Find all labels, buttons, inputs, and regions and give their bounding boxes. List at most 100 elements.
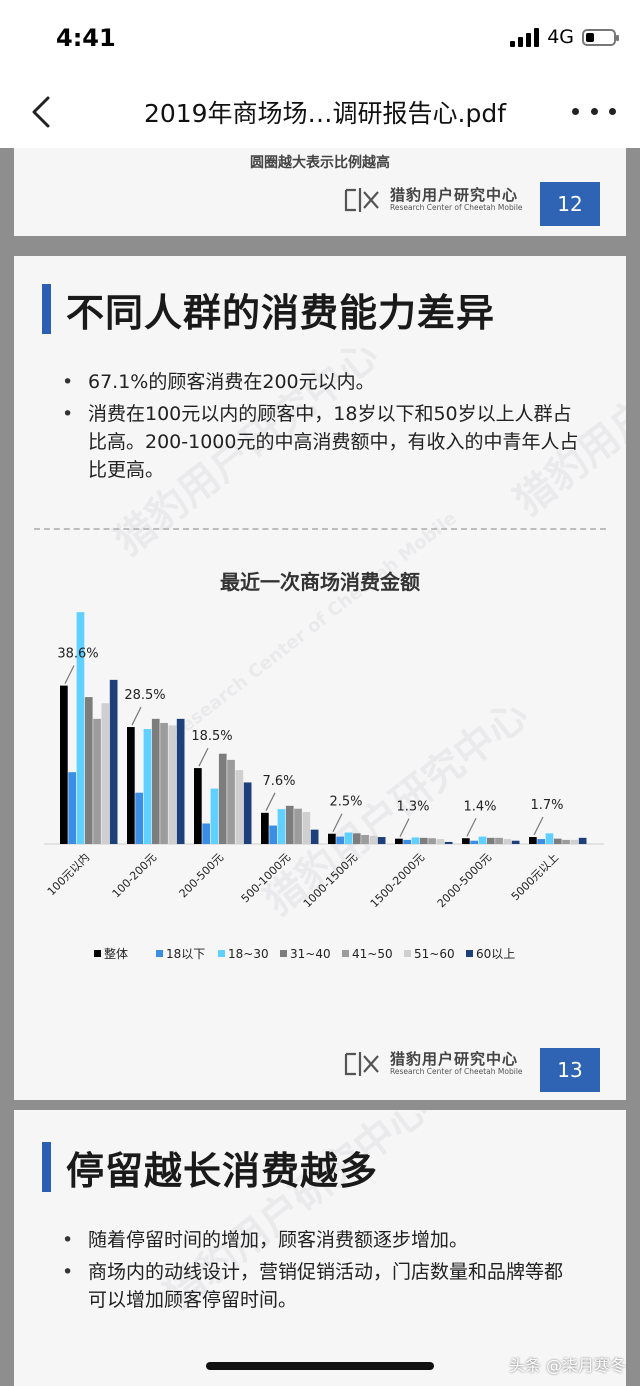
brand-name-en: Research Center of Cheetah Mobile xyxy=(390,1067,523,1076)
bar-7-6 xyxy=(444,841,453,844)
status-time: 4:41 xyxy=(56,24,116,52)
data-label-leader xyxy=(399,818,410,837)
bar-1-3 xyxy=(194,768,202,844)
legend-swatch xyxy=(94,950,101,957)
category-label: 500-1000元 xyxy=(239,851,293,905)
data-label: 1.4% xyxy=(463,799,496,814)
slide-12: 圆圈越大表示比例越高 猎豹用户研究中心 Research Center of C… xyxy=(14,148,626,236)
chart-title: 最近一次商场消费金额 xyxy=(220,570,420,594)
bar-2-4 xyxy=(269,825,277,844)
bar-1-2 xyxy=(127,727,135,844)
bar-6-6 xyxy=(436,839,445,844)
bar-6-3 xyxy=(235,770,244,844)
bar-2-8 xyxy=(537,839,545,844)
bar-7-3 xyxy=(243,782,252,844)
bar-7-1 xyxy=(109,679,118,844)
slide-title: 停留越长消费越多 xyxy=(66,1149,379,1193)
bar-3-1 xyxy=(76,612,85,844)
bar-4-6 xyxy=(419,837,428,844)
category-label: 5000元以上 xyxy=(509,851,561,903)
data-label-leader xyxy=(466,817,477,837)
bullet-list: 随着停留时间的增加，顾客消费额逐步增加。 商场内的动线设计，营销促销活动，门店数… xyxy=(60,1226,580,1318)
bar-5-4 xyxy=(294,808,302,844)
bar-2-5 xyxy=(336,836,344,844)
data-label-leader xyxy=(198,747,209,767)
bar-6-7 xyxy=(503,839,512,844)
bar-1-5 xyxy=(328,833,336,844)
bar-7-4 xyxy=(310,829,319,844)
bar-3-4 xyxy=(277,809,286,844)
slide-13: 猎豹用户研究中心 Research Center of Cheetah Mobi… xyxy=(14,256,626,1100)
bar-4-2 xyxy=(151,718,160,844)
data-label-leader xyxy=(265,792,276,812)
back-chevron-icon[interactable] xyxy=(24,92,64,132)
bar-1-8 xyxy=(529,837,537,844)
data-label-leader xyxy=(131,706,142,726)
status-bar: 4:41 4G xyxy=(0,0,640,78)
brand-name: 猎豹用户研究中心 xyxy=(390,1050,519,1068)
legend-swatch xyxy=(466,950,473,957)
data-label: 1.7% xyxy=(530,798,563,813)
bar-5-1 xyxy=(93,718,101,844)
bar-2-3 xyxy=(202,823,210,844)
bar-5-2 xyxy=(160,722,168,844)
legend-swatch xyxy=(218,950,225,957)
legend-label: 31~40 xyxy=(290,947,331,961)
category-label: 100-200元 xyxy=(110,851,159,900)
bar-6-4 xyxy=(302,811,311,844)
bar-2-1 xyxy=(68,772,76,844)
brand-name-en: Research Center of Cheetah Mobile xyxy=(390,203,523,212)
bar-4-4 xyxy=(285,805,294,844)
legend-label: 41~50 xyxy=(352,947,393,961)
bar-2-2 xyxy=(135,792,143,844)
bar-5-3 xyxy=(227,759,235,844)
slide-title: 不同人群的消费能力差异 xyxy=(66,291,496,335)
bullet-item: 商场内的动线设计，营销促销活动，门店数量和品牌等都可以增加顾客停留时间。 xyxy=(60,1258,580,1314)
bar-4-1 xyxy=(84,697,93,844)
legend-label: 51~60 xyxy=(414,947,455,961)
bar-chart: 38.6% 100元以内 28.5% 100-200元 18.5% 200-500元 7.6… xyxy=(44,612,604,961)
bar-2-7 xyxy=(470,840,478,844)
bar-3-5 xyxy=(344,832,353,844)
data-label: 18.5% xyxy=(191,729,232,744)
source-credit: 头条 @柒月寒冬 xyxy=(508,1356,626,1375)
data-label: 1.3% xyxy=(396,800,429,815)
bar-4-8 xyxy=(553,838,562,844)
legend-swatch xyxy=(342,950,349,957)
battery-icon xyxy=(582,28,619,46)
bullet-item: 随着停留时间的增加，顾客消费额逐步增加。 xyxy=(60,1226,580,1254)
pdf-viewer[interactable]: 圆圈越大表示比例越高 猎豹用户研究中心 Research Center of C… xyxy=(0,148,640,1386)
cheetah-logo-icon xyxy=(344,1052,379,1076)
bar-5-7 xyxy=(495,837,503,844)
data-label-leader xyxy=(64,665,75,684)
home-indicator[interactable] xyxy=(206,1362,434,1370)
bar-7-7 xyxy=(511,840,520,844)
category-label: 200-500元 xyxy=(177,851,226,900)
bar-6-2 xyxy=(168,725,177,844)
bar-3-3 xyxy=(210,788,219,844)
bar-1-7 xyxy=(462,838,470,844)
slide-caption: 圆圈越大表示比例越高 xyxy=(250,155,390,171)
nav-bar: 2019年商场场…调研报告心.pdf xyxy=(0,78,640,148)
bar-3-6 xyxy=(411,837,420,844)
page-number: 12 xyxy=(540,182,600,226)
data-label-leader xyxy=(533,816,544,836)
network-label: 4G xyxy=(547,26,574,48)
bar-3-2 xyxy=(143,729,152,844)
bullet-item: 消费在100元以内的顾客中，18岁以下和50岁以上人群占比高。200-1000元… xyxy=(60,400,580,484)
legend-swatch xyxy=(404,950,411,957)
page-number: 13 xyxy=(540,1048,600,1092)
more-options-icon[interactable] xyxy=(572,100,616,122)
bar-4-5 xyxy=(352,833,361,844)
bar-7-8 xyxy=(578,837,587,844)
data-label: 7.6% xyxy=(262,774,295,789)
title-accent xyxy=(42,284,51,334)
brand-logo: 猎豹用户研究中心 Research Center of Cheetah Mobi… xyxy=(344,1050,523,1078)
category-label: 1000-1500元 xyxy=(301,851,360,910)
bar-4-3 xyxy=(218,753,227,844)
cheetah-logo-icon xyxy=(344,188,379,212)
document-title: 2019年商场场…调研报告心.pdf xyxy=(143,99,507,128)
legend-swatch xyxy=(156,950,163,957)
legend-label: 整体 xyxy=(104,946,128,961)
bullet-list: 67.1%的顾客消费在200元以内。 消费在100元以内的顾客中，18岁以下和5… xyxy=(60,368,580,488)
